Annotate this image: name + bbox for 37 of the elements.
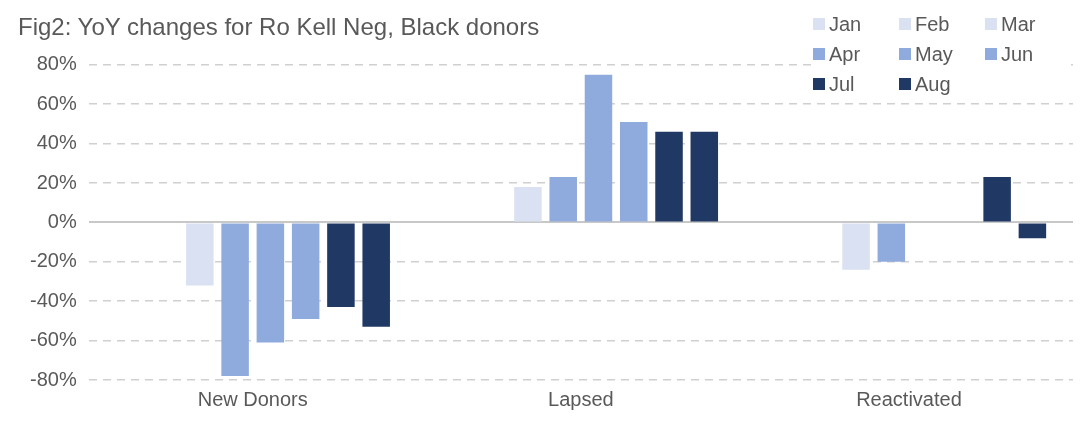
y-tick-label: 40% [36,131,77,154]
y-tick-label: -40% [29,288,77,311]
bar [186,223,214,286]
bar [842,223,870,270]
legend-label: Feb [915,12,950,36]
y-tick-label: -60% [29,328,77,351]
bar [514,186,542,222]
legend-label: May [915,42,953,66]
x-tick-label: Lapsed [548,387,614,410]
y-tick-label: -80% [29,367,77,390]
y-tick-label: 20% [36,170,77,193]
y-tick-label: 60% [36,91,77,114]
bar [983,177,1011,222]
bar [221,223,249,377]
x-tick-label: New Donors [197,387,308,410]
legend-label: Jul [829,72,855,96]
bar [655,131,683,222]
legend-label: Mar [1001,12,1036,36]
bar [690,131,719,222]
bar [549,177,577,222]
legend-label: Aug [915,72,951,96]
bar [620,121,648,222]
legend-label: Jan [829,12,862,36]
y-tick-label: 0% [47,209,77,232]
bar [291,223,320,319]
y-tick-label: -20% [29,249,77,272]
legend-label: Apr [829,42,861,66]
bar [327,223,355,308]
chart-title: Fig2: YoY changes for Ro Kell Neg, Black donors [18,13,540,41]
bar [877,223,906,262]
x-tick-label: Reactivated [856,387,962,410]
bar [256,223,285,343]
bar [1018,223,1047,239]
bar [362,223,390,327]
y-tick-label: 80% [36,52,77,75]
legend-label: Jun [1001,42,1034,66]
bar [584,74,613,222]
